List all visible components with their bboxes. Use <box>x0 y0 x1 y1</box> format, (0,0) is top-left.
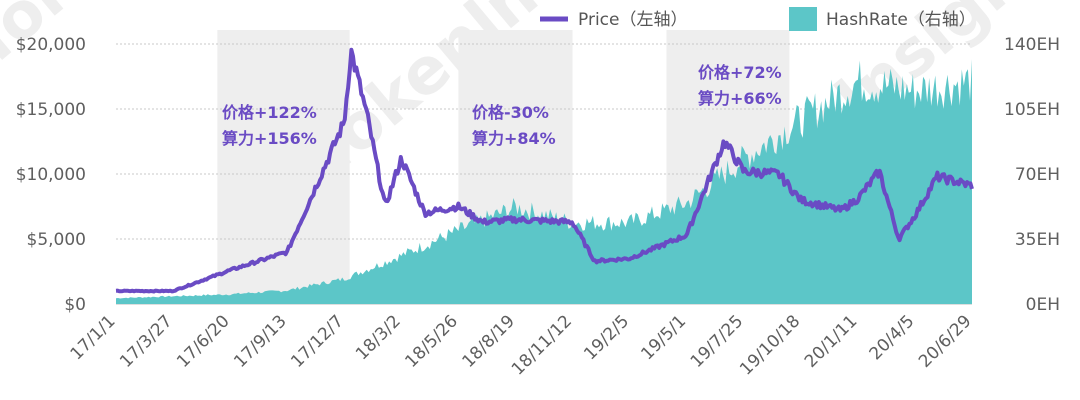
annotation-hashrate: 算力+84% <box>472 129 556 148</box>
shaded-period <box>217 30 350 304</box>
x-axis-tick: 17/6/20 <box>173 311 233 371</box>
left-axis-tick: $0 <box>64 295 86 315</box>
x-axis-tick: 20/1/11 <box>801 311 861 371</box>
right-axis-tick: 0EH <box>1026 295 1060 315</box>
annotation-price: 价格+72% <box>698 63 782 82</box>
left-axis-ticks: $0 $5,000 $10,000 $15,000 $20,000 <box>16 35 86 315</box>
right-axis-tick: 105EH <box>1004 100 1060 120</box>
x-axis-tick: 19/5/1 <box>637 311 690 364</box>
left-axis-tick: $20,000 <box>16 35 86 55</box>
x-axis-tick: 20/6/29 <box>915 311 975 371</box>
left-axis-tick: $5,000 <box>27 230 86 250</box>
x-axis-tick: 18/3/2 <box>352 311 405 364</box>
annotation: 价格+122% 算力+156% <box>222 103 317 148</box>
legend: Price（左轴） HashRate（右轴） <box>540 7 976 31</box>
annotation: 价格-30% 算力+84% <box>472 103 556 148</box>
left-axis-tick: $15,000 <box>16 100 86 120</box>
right-axis-ticks: 0EH 35EH 70EH 105EH 140EH <box>1004 35 1060 315</box>
annotations: 价格+122% 算力+156% 价格-30% 算力+84% 价格+72% 算力+66% <box>222 63 782 148</box>
x-axis-tick: 18/11/12 <box>508 311 576 379</box>
hashrate-area <box>116 59 972 304</box>
legend-hashrate-label: HashRate（右轴） <box>826 10 976 30</box>
right-axis-tick: 35EH <box>1015 230 1060 250</box>
x-axis-tick: 17/9/13 <box>230 311 290 371</box>
right-axis-tick: 140EH <box>1004 35 1060 55</box>
annotation-hashrate: 算力+156% <box>222 129 317 148</box>
x-axis-tick: 18/5/26 <box>401 311 461 371</box>
left-axis-tick: $10,000 <box>16 165 86 185</box>
price-line <box>115 47 974 294</box>
right-axis-tick: 70EH <box>1015 165 1060 185</box>
x-axis-tick: 19/2/5 <box>580 311 633 364</box>
annotation-hashrate: 算力+66% <box>698 89 782 108</box>
x-axis-tick: 17/1/1 <box>67 311 120 364</box>
x-axis-tick: 17/12/7 <box>287 311 347 371</box>
annotation-price: 价格-30% <box>472 103 549 122</box>
legend-hashrate-swatch <box>789 7 817 31</box>
legend-price-label: Price（左轴） <box>578 10 687 30</box>
x-axis-tick: 17/3/27 <box>116 311 176 371</box>
x-axis-tick: 20/4/5 <box>866 311 919 364</box>
annotation-price: 价格+122% <box>222 103 317 122</box>
x-axis-tick: 19/10/18 <box>736 311 804 379</box>
annotation: 价格+72% 算力+66% <box>698 63 782 108</box>
